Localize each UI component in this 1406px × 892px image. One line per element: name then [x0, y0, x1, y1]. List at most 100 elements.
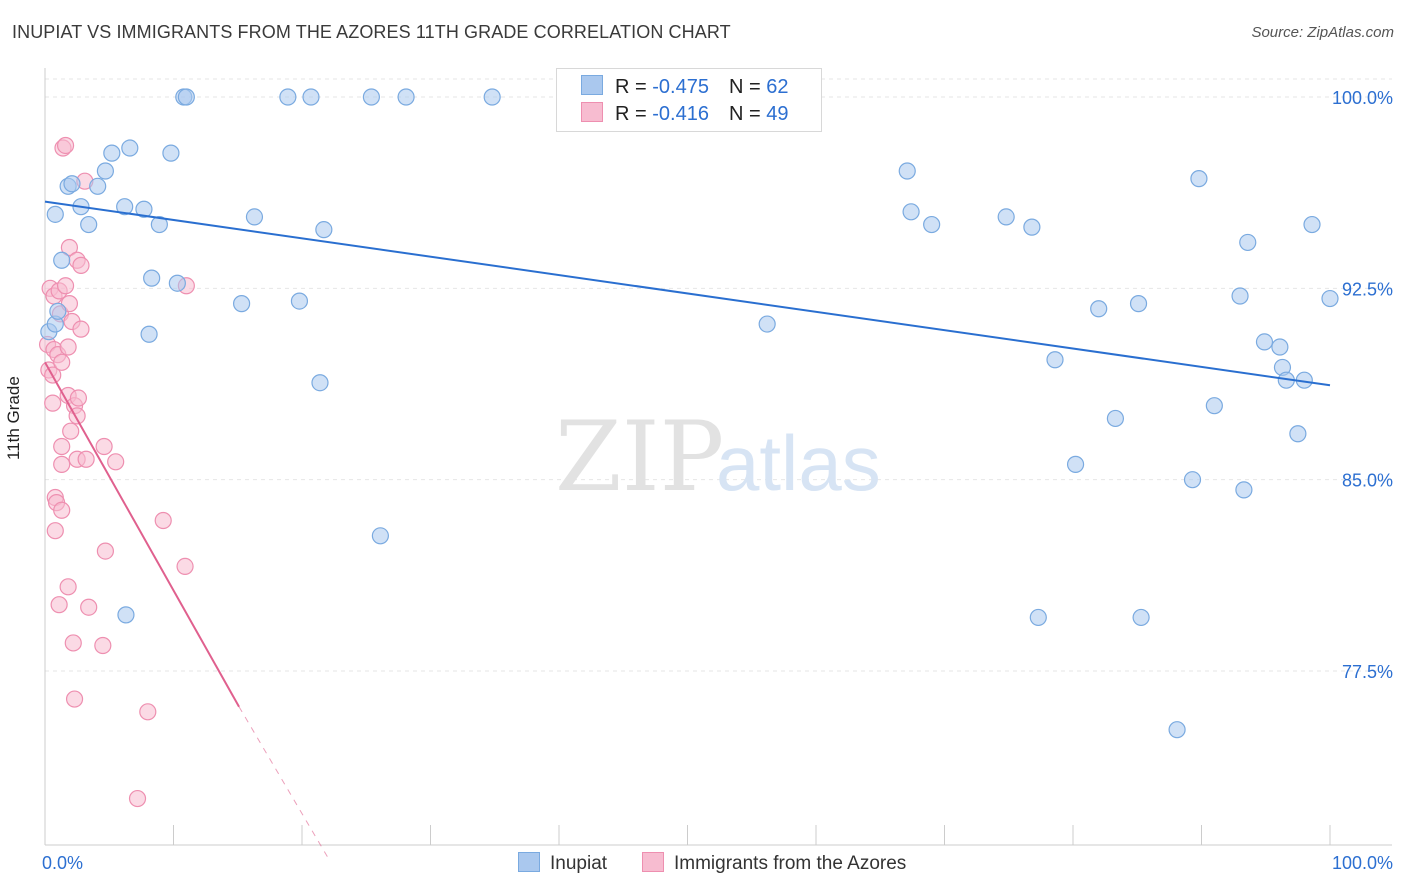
legend-row-inupiat: R = -0.475 N = 62	[581, 75, 788, 99]
azores-trend-extension	[238, 706, 329, 858]
bottom-legend-label-azores: Immigrants from the Azores	[674, 853, 907, 874]
inupiat-point	[1255, 333, 1274, 351]
inupiat-point	[1066, 455, 1085, 473]
azores-point	[139, 703, 157, 721]
inupiat-point	[1106, 409, 1125, 428]
legend-r-label: R =	[615, 76, 653, 98]
legend-n-label: N =	[728, 76, 767, 98]
inupiat-point	[49, 302, 67, 320]
azores-point	[53, 437, 71, 456]
inupiat-point	[162, 144, 180, 162]
inupiat-point	[80, 215, 98, 234]
legend-n-value: 62	[766, 76, 789, 98]
y-axis-label: 11th Grade	[4, 376, 23, 460]
y-tick-label: 85.0%	[1342, 471, 1393, 491]
legend-r-value: -0.416	[652, 103, 709, 125]
inupiat-point	[290, 292, 309, 310]
inupiat-point	[1303, 215, 1321, 234]
inupiat-point	[902, 203, 920, 221]
azores-point	[107, 453, 125, 471]
legend-r-value: -0.475	[652, 76, 709, 98]
inupiat-point	[1239, 233, 1257, 252]
inupiat-point	[116, 198, 134, 216]
inupiat-point	[315, 221, 333, 239]
azores-point	[176, 557, 194, 576]
inupiat-point	[758, 315, 776, 333]
inupiat-point	[1271, 338, 1289, 356]
trend-layer	[44, 200, 1331, 858]
inupiat-point	[279, 88, 297, 106]
x-tick-label: 100.0%	[1332, 853, 1393, 873]
azores-point	[46, 522, 64, 540]
bottom-legend-swatch-inupiat	[518, 852, 540, 872]
y-tick-label: 100.0%	[1332, 88, 1393, 108]
azores-point	[77, 450, 95, 468]
azores-point	[44, 394, 62, 412]
watermark-atlas: atlas	[716, 419, 881, 507]
legend-swatch-inupiat	[581, 75, 603, 95]
inupiat-point	[1129, 295, 1148, 313]
inupiat-point	[46, 205, 64, 223]
inupiat-point	[1289, 425, 1307, 443]
azores-point	[65, 690, 84, 708]
azores-point	[53, 501, 71, 519]
inupiat-point	[245, 208, 264, 226]
inupiat-point	[53, 251, 71, 269]
inupiat-point	[302, 88, 320, 106]
bottom-legend-swatch-azores	[642, 852, 664, 872]
inupiat-point	[63, 175, 81, 193]
inupiat-point	[168, 274, 186, 292]
azores-point	[95, 437, 113, 456]
azores-point	[72, 320, 90, 338]
inupiat-point	[1235, 481, 1253, 499]
azores-point	[62, 422, 80, 440]
azores-point	[94, 636, 112, 655]
bottom-legend-label-inupiat: Inupiat	[550, 853, 608, 874]
inupiat-point	[362, 88, 380, 106]
inupiat-point	[997, 208, 1015, 226]
azores-point	[128, 789, 147, 808]
legend-n-label: N =	[728, 103, 767, 125]
azores-point	[50, 596, 68, 614]
inupiat-point	[96, 162, 114, 180]
inupiat-point	[103, 144, 121, 162]
azores-point	[59, 338, 77, 356]
inupiat-point	[117, 606, 135, 624]
inupiat-point	[140, 325, 158, 343]
inupiat-point	[371, 527, 389, 545]
x-tick-label: 0.0%	[42, 853, 83, 873]
inupiat-point	[483, 88, 501, 106]
azores-point	[56, 277, 75, 295]
inupiat-point	[1205, 397, 1223, 415]
legend-n-value: 49	[766, 103, 789, 125]
inupiat-point	[121, 139, 139, 157]
inupiat-point	[898, 162, 916, 180]
azores-point	[154, 511, 172, 530]
azores-point	[56, 136, 75, 155]
inupiat-point	[135, 200, 153, 218]
y-tick-label: 77.5%	[1342, 662, 1393, 682]
inupiat-trend-line	[44, 200, 1331, 387]
inupiat-point	[233, 295, 251, 313]
inupiat-point	[1090, 300, 1108, 318]
source-credit: Source: ZipAtlas.com	[1251, 24, 1394, 41]
correlation-legend: R = -0.475 N = 62 R = -0.416 N = 49	[556, 68, 822, 132]
y-tick-label: 92.5%	[1342, 279, 1393, 299]
inupiat-point	[1023, 218, 1041, 236]
azores-point	[72, 256, 90, 274]
inupiat-point	[1190, 170, 1208, 188]
inupiat-point	[1046, 351, 1064, 369]
bottom-legend-inupiat: Inupiat	[518, 852, 607, 875]
axis-layer	[44, 68, 1392, 846]
tick-label-layer: 77.5% 85.0% 92.5% 100.0% 0.0% 100.0%	[42, 88, 1393, 873]
inupiat-point	[89, 177, 107, 195]
azores-point	[69, 389, 88, 407]
inupiat-point	[1168, 721, 1186, 739]
inupiat-point	[143, 269, 161, 287]
inupiat-point	[150, 215, 168, 234]
legend-r-label: R =	[615, 103, 653, 125]
chart-title: INUPIAT VS IMMIGRANTS FROM THE AZORES 11…	[12, 22, 731, 42]
grid-layer	[45, 78, 1392, 672]
azores-point	[96, 542, 114, 560]
